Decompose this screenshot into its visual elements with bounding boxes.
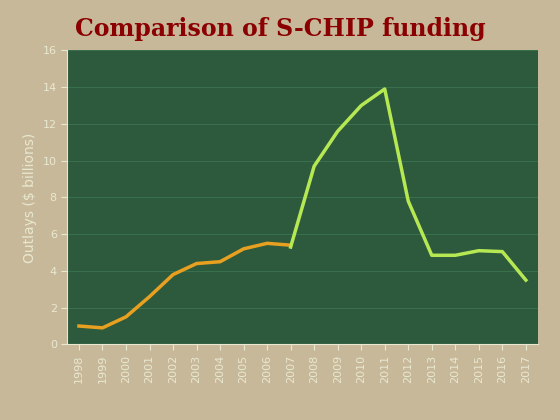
Text: Comparison of S-CHIP funding: Comparison of S-CHIP funding [74,17,486,41]
Y-axis label: Outlays ($ billions): Outlays ($ billions) [23,132,37,262]
